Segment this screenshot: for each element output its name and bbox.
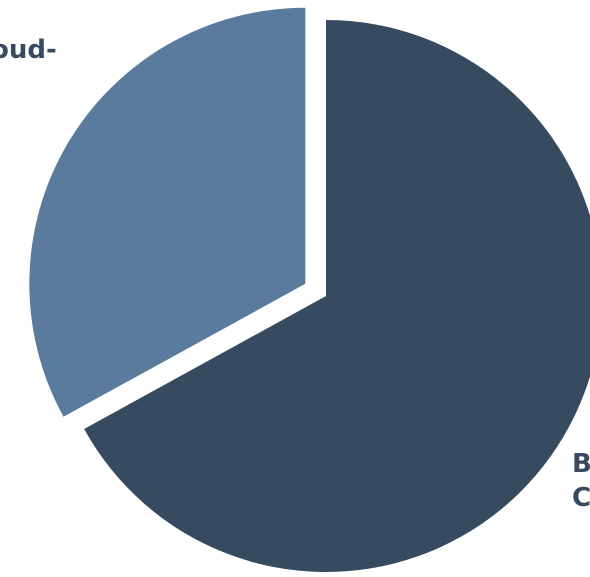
pie-slices <box>29 7 590 572</box>
slice-label-b: B C <box>572 449 590 513</box>
slice-label-b-line-2: C <box>572 483 590 513</box>
pie-slice-b <box>84 20 590 572</box>
slice-label-cloud: Cloud- <box>0 35 57 65</box>
pie-labels: Cloud- B C <box>0 35 590 513</box>
slice-label-b-line-1: B <box>572 449 590 479</box>
pie-slice-cloud <box>29 7 306 417</box>
slice-label-cloud-line-1: Cloud- <box>0 35 57 65</box>
